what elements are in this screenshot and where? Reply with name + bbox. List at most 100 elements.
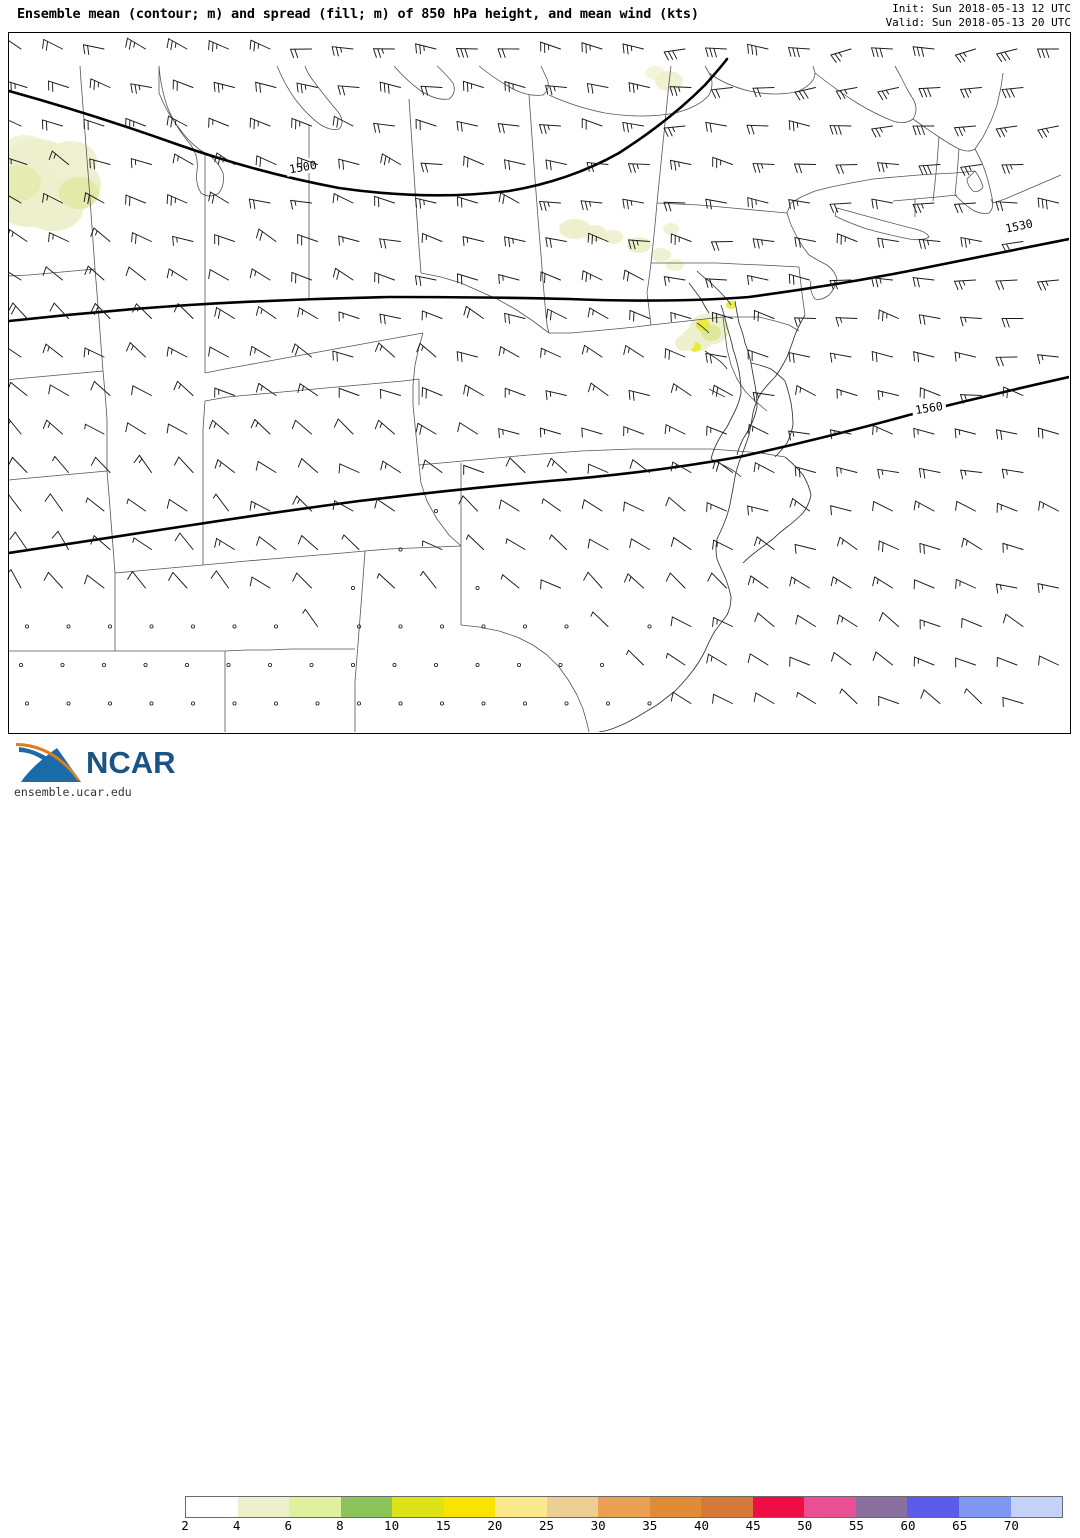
wind-barb bbox=[622, 43, 644, 55]
wind-barb bbox=[505, 538, 526, 550]
wind-barb bbox=[250, 419, 271, 435]
colorbar-tick-label: 65 bbox=[952, 1518, 968, 1533]
wind-barb bbox=[794, 466, 816, 478]
wind-barb bbox=[1002, 542, 1024, 553]
wind-barb bbox=[955, 578, 976, 589]
wind-barb-calm bbox=[392, 663, 397, 668]
wind-barb bbox=[913, 579, 935, 590]
wind-barb bbox=[125, 194, 146, 207]
wind-barb bbox=[586, 83, 609, 94]
wind-barb bbox=[623, 345, 644, 358]
wind-barb bbox=[9, 417, 22, 435]
wind-barb bbox=[669, 159, 692, 171]
wind-barb-calm bbox=[523, 701, 528, 706]
wind-barb bbox=[705, 198, 727, 210]
colorbar-segment bbox=[855, 1497, 908, 1517]
colorbar-segment bbox=[546, 1497, 599, 1517]
wind-barb bbox=[380, 153, 401, 166]
colorbar[interactable] bbox=[185, 1496, 1063, 1518]
wind-barb bbox=[913, 351, 935, 363]
wind-barb bbox=[463, 155, 484, 168]
wind-barb bbox=[747, 653, 769, 666]
wind-barb bbox=[583, 571, 603, 589]
wind-barb bbox=[374, 272, 395, 284]
wind-barb bbox=[835, 87, 858, 100]
wind-barb bbox=[338, 158, 360, 170]
wind-barb bbox=[504, 81, 526, 93]
wind-barb bbox=[622, 121, 644, 133]
wind-barb bbox=[705, 47, 727, 58]
contour-label: 1560 bbox=[914, 399, 944, 417]
wind-barb bbox=[465, 534, 484, 550]
wind-barb bbox=[48, 232, 69, 243]
map-canvas[interactable]: 1500 1530 1560 bbox=[8, 32, 1071, 734]
wind-barb bbox=[379, 388, 401, 399]
wind-barb bbox=[539, 124, 561, 135]
wind-barb bbox=[913, 427, 935, 438]
wind-barb bbox=[1001, 468, 1024, 479]
wind-barb bbox=[48, 150, 69, 165]
wind-barb bbox=[961, 537, 982, 550]
colorbar-tick-label: 50 bbox=[797, 1518, 813, 1533]
wind-barb bbox=[208, 117, 229, 128]
wind-barb bbox=[629, 310, 650, 322]
spread-fill-blob bbox=[9, 165, 41, 201]
wind-barb bbox=[255, 81, 277, 93]
wind-barb bbox=[208, 346, 229, 358]
wind-barb bbox=[214, 459, 235, 473]
colorbar-segment bbox=[392, 1497, 444, 1517]
valid-time: Valid: Sun 2018-05-13 20 UTC bbox=[885, 16, 1071, 29]
wind-barb-calm bbox=[315, 701, 320, 706]
wind-barb bbox=[296, 82, 318, 94]
wind-barb bbox=[127, 571, 146, 589]
wind-barb bbox=[416, 342, 437, 358]
wind-barb bbox=[706, 653, 727, 666]
wind-barb bbox=[83, 347, 105, 358]
wind-barb bbox=[166, 194, 188, 206]
wind-barb bbox=[747, 197, 769, 209]
wind-barb bbox=[877, 468, 899, 479]
wind-barb bbox=[379, 81, 401, 94]
wind-barb bbox=[48, 384, 69, 396]
wind-barb bbox=[1037, 125, 1059, 139]
wind-barb-calm bbox=[475, 586, 480, 591]
ncar-wordmark: NCAR bbox=[86, 745, 176, 780]
wind-barb bbox=[918, 467, 941, 479]
wind-barb bbox=[839, 688, 858, 704]
wind-barb bbox=[712, 384, 733, 397]
wind-barb bbox=[581, 118, 603, 130]
wind-barb bbox=[415, 422, 437, 435]
wind-barb bbox=[208, 269, 229, 281]
wind-barb bbox=[41, 119, 63, 131]
wind-barb bbox=[374, 419, 395, 435]
colorbar-tick-label: 30 bbox=[590, 1518, 606, 1533]
wind-barb-calm bbox=[108, 701, 113, 706]
wind-barb bbox=[995, 279, 1018, 290]
wind-barb bbox=[705, 352, 727, 364]
wind-barb bbox=[52, 456, 69, 473]
wind-barb bbox=[379, 238, 401, 249]
colorbar-segment bbox=[186, 1497, 238, 1517]
wind-barb bbox=[458, 495, 478, 512]
footer-bar: NCAR ensemble.ucar.edu 2 4 6 8 10 15 20 25 30 35 4… bbox=[0, 738, 1080, 1533]
wind-barb bbox=[960, 164, 982, 176]
wind-barb bbox=[1037, 48, 1059, 58]
wind-barb bbox=[996, 657, 1018, 667]
wind-barb bbox=[1037, 279, 1059, 291]
wind-barb bbox=[539, 200, 561, 211]
wind-barb bbox=[332, 267, 354, 281]
wind-barb bbox=[297, 156, 318, 169]
wind-barb bbox=[82, 44, 105, 56]
wind-barb bbox=[9, 344, 22, 358]
wind-barb bbox=[670, 233, 692, 245]
wind-barb bbox=[581, 42, 603, 54]
init-time: Init: Sun 2018-05-13 12 UTC bbox=[892, 2, 1071, 15]
wind-barb bbox=[132, 303, 152, 319]
wind-barb bbox=[878, 309, 899, 322]
wind-barb bbox=[51, 530, 69, 550]
wind-barb bbox=[954, 279, 976, 291]
ncar-logo[interactable]: NCAR ensemble.ucar.edu bbox=[8, 742, 176, 799]
wind-barb bbox=[1038, 500, 1059, 512]
wind-barb bbox=[505, 457, 526, 473]
